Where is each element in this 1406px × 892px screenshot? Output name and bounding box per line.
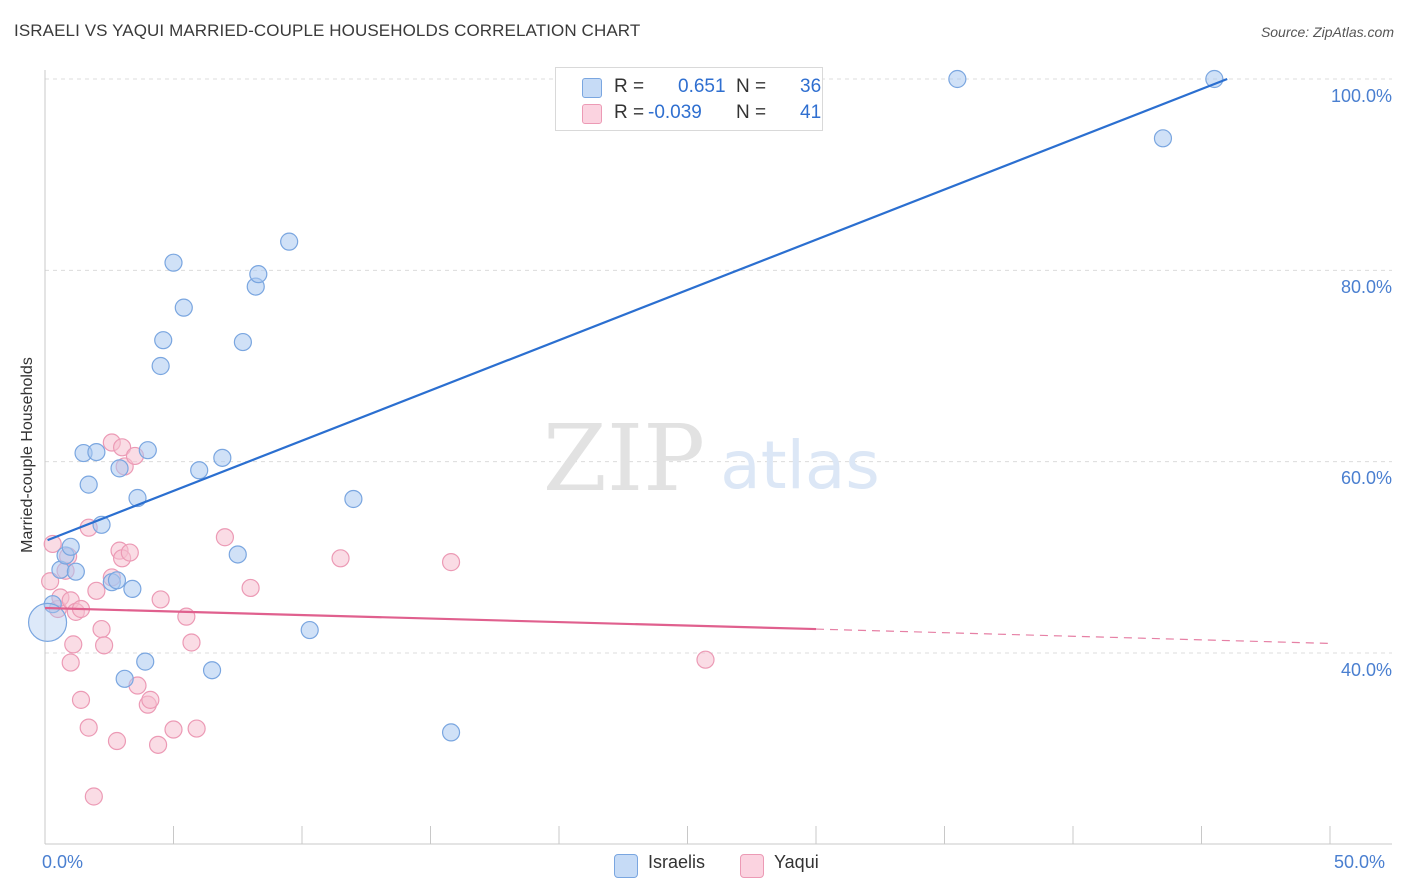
- yaqui-point: [64, 635, 83, 654]
- israelis-point: [110, 459, 129, 478]
- yaqui-point: [182, 633, 201, 652]
- watermark: ZIP atlas: [543, 405, 880, 512]
- israelis-point: [136, 652, 155, 671]
- yaqui-r-label: R =: [614, 102, 645, 123]
- yaqui-trend-extension: [815, 628, 1331, 645]
- chart-title: ISRAELI VS YAQUI MARRIED-COUPLE HOUSEHOL…: [14, 21, 641, 40]
- yaqui-point: [61, 653, 80, 672]
- yaqui-point: [187, 719, 206, 738]
- israelis-point: [79, 475, 98, 494]
- source-label: Source: ZipAtlas.com: [1260, 24, 1394, 40]
- y-tick-label-40: 40.0%: [1340, 660, 1392, 680]
- israelis-series: [27, 69, 1224, 742]
- israelis-point: [300, 620, 319, 640]
- trend-lines: [44, 77, 1331, 645]
- yaqui-point: [215, 528, 234, 547]
- israelis-point: [151, 356, 170, 376]
- israelis-point: [441, 723, 461, 742]
- axes: [44, 70, 1392, 845]
- israelis-point: [280, 232, 299, 251]
- yaqui-point: [441, 553, 461, 572]
- y-tick-label-60: 60.0%: [1340, 468, 1392, 488]
- yaqui-swatch: [582, 104, 602, 124]
- israelis-point: [115, 669, 134, 688]
- yaqui-point: [164, 720, 183, 739]
- israelis-point: [138, 441, 157, 460]
- israelis-point: [228, 545, 247, 564]
- israelis-point: [154, 331, 173, 350]
- yaqui-trend-line: [44, 606, 817, 631]
- yaqui-n-value: 41: [800, 102, 822, 123]
- israelis-point: [174, 298, 193, 317]
- israelis-point: [123, 579, 142, 599]
- yaqui-r-value: -0.039: [648, 102, 702, 123]
- israelis-point: [213, 448, 232, 467]
- israelis-point: [344, 489, 363, 509]
- israelis-point: [948, 69, 967, 89]
- y-tick-label-100: 100.0%: [1330, 86, 1392, 106]
- yaqui-point: [71, 690, 91, 709]
- yaqui-point: [87, 581, 106, 600]
- yaqui-point: [148, 735, 168, 754]
- israelis-point: [190, 461, 209, 480]
- yaqui-n-label: N =: [736, 102, 767, 123]
- yaqui-point: [241, 578, 260, 598]
- gridlines: [45, 78, 1392, 654]
- israelis-point: [1153, 129, 1173, 148]
- israelis-point: [27, 602, 68, 642]
- israelis-legend-label: Israelis: [648, 852, 706, 872]
- israelis-r-label: R =: [614, 76, 645, 97]
- yaqui-point: [92, 619, 111, 639]
- yaqui-point: [107, 731, 127, 751]
- yaqui-point: [79, 718, 98, 737]
- stats-legend: R = 0.651 N = 36 R = -0.039 N = 41: [555, 67, 823, 131]
- yaqui-point: [141, 690, 160, 709]
- yaqui-legend-swatch: [740, 854, 764, 878]
- israelis-point: [164, 253, 183, 272]
- yaqui-legend-label: Yaqui: [774, 852, 819, 872]
- israelis-r-value: 0.651: [678, 76, 726, 97]
- yaqui-point: [696, 650, 715, 669]
- x-tick-label-50: 50.0%: [1334, 852, 1386, 872]
- israelis-swatch: [582, 78, 602, 98]
- israelis-point: [61, 537, 80, 556]
- israelis-n-label: N =: [736, 76, 767, 97]
- yaqui-point: [95, 636, 114, 655]
- yaqui-point: [151, 590, 170, 609]
- israelis-point: [233, 332, 252, 352]
- israelis-point: [249, 265, 268, 284]
- y-tick-label-80: 80.0%: [1340, 277, 1392, 297]
- israelis-legend-swatch: [614, 854, 638, 878]
- israelis-point: [202, 661, 222, 680]
- israelis-point: [87, 443, 106, 462]
- watermark-atlas: atlas: [720, 427, 880, 504]
- yaqui-point: [41, 572, 60, 591]
- israelis-n-value: 36: [800, 76, 822, 97]
- israelis-point: [66, 562, 85, 581]
- watermark-zip: ZIP: [543, 405, 705, 512]
- yaqui-point: [120, 543, 139, 562]
- israelis-trend-line: [47, 77, 1228, 542]
- yaqui-point: [112, 438, 132, 457]
- yaqui-point: [84, 787, 103, 806]
- x-tick-label-0: 0.0%: [42, 852, 84, 872]
- yaqui-point: [331, 549, 350, 568]
- israelis-point: [107, 571, 127, 590]
